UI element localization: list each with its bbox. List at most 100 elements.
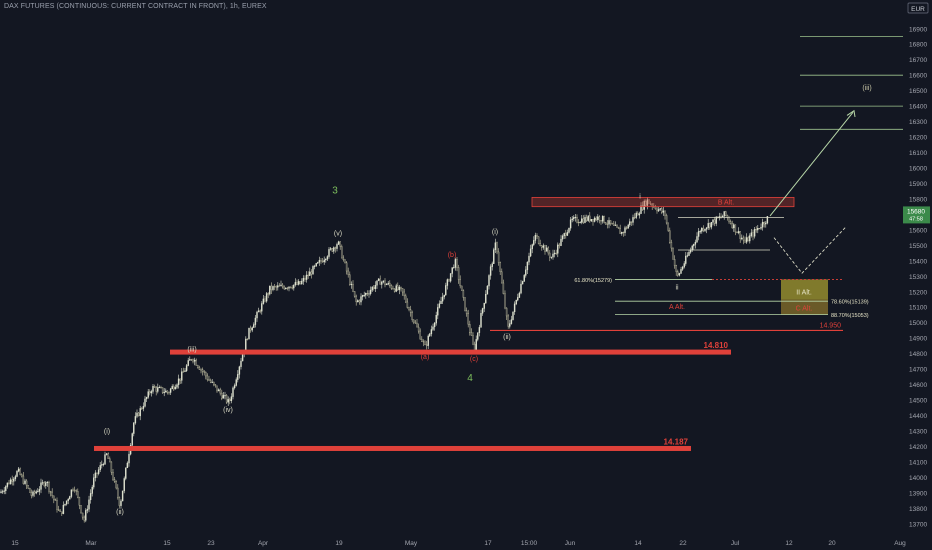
x-tick-label: 23 xyxy=(207,540,215,547)
candle xyxy=(49,490,52,497)
candle xyxy=(635,211,637,220)
candle-body xyxy=(61,511,63,514)
candle-body xyxy=(297,281,300,285)
candle xyxy=(376,280,378,289)
y-tick-label: 16900 xyxy=(909,26,927,33)
candle xyxy=(285,287,287,290)
candle-body xyxy=(560,238,562,246)
candle-body xyxy=(21,474,23,477)
candle-body xyxy=(22,475,25,484)
candle xyxy=(680,266,682,274)
candle-body xyxy=(365,293,367,296)
candle-body xyxy=(227,399,229,403)
candle-body xyxy=(371,286,373,291)
candle xyxy=(440,296,442,304)
candle-body xyxy=(662,210,665,213)
candle xyxy=(510,315,513,325)
candle-body xyxy=(499,262,501,272)
candle xyxy=(477,332,479,342)
candle-body xyxy=(259,310,261,312)
candle xyxy=(411,310,413,323)
candle xyxy=(11,475,13,486)
candle xyxy=(608,217,610,229)
candle-body xyxy=(413,319,415,323)
candle-body xyxy=(334,247,337,249)
candle-body xyxy=(614,224,617,226)
y-tick-label: 14100 xyxy=(909,459,927,466)
candle-body xyxy=(288,286,290,289)
candle-body xyxy=(278,285,281,287)
y-tick-label: 14200 xyxy=(909,444,927,451)
candle xyxy=(233,383,236,390)
candle-body xyxy=(427,335,429,346)
candle-body xyxy=(53,495,55,500)
candle xyxy=(181,368,183,384)
candle-body xyxy=(211,381,213,383)
candle xyxy=(273,283,276,291)
candle xyxy=(579,221,581,224)
candle-body xyxy=(649,203,652,205)
candle xyxy=(237,370,239,383)
candle xyxy=(741,234,743,241)
candle-body xyxy=(568,227,570,233)
candle xyxy=(192,358,194,364)
candle xyxy=(478,324,481,337)
candle-body xyxy=(515,299,517,305)
candle-body xyxy=(331,248,333,252)
candle-body xyxy=(462,290,465,298)
candle-body xyxy=(310,271,313,275)
candle xyxy=(62,501,65,515)
candle xyxy=(126,461,129,469)
a-alt-label: A Alt. xyxy=(669,304,685,311)
candle-body xyxy=(669,230,671,243)
candle xyxy=(515,299,517,306)
support-line-14810 xyxy=(170,349,731,355)
candle-body xyxy=(294,282,297,286)
candle xyxy=(400,286,402,292)
candle-body xyxy=(549,252,551,258)
candle-body xyxy=(270,285,273,290)
y-tick-label: 14900 xyxy=(909,336,927,343)
candle xyxy=(165,388,167,393)
candle xyxy=(667,222,669,233)
candle xyxy=(179,378,181,384)
candle xyxy=(389,280,391,288)
candle xyxy=(491,261,493,271)
candle-body xyxy=(616,224,618,228)
candle xyxy=(272,285,274,292)
last-price-badge xyxy=(903,206,930,224)
candle-body xyxy=(171,386,173,390)
y-tick-label: 16200 xyxy=(909,135,927,142)
candle xyxy=(253,322,255,328)
y-tick-label: 16700 xyxy=(909,57,927,64)
x-tick-label: 20 xyxy=(828,540,836,547)
candle-body xyxy=(357,300,359,303)
candle-body xyxy=(173,386,175,390)
candle-body xyxy=(70,489,73,497)
candle-body xyxy=(678,273,681,276)
candle xyxy=(177,374,180,389)
candle-body xyxy=(77,491,79,498)
candle xyxy=(360,293,362,306)
candle xyxy=(523,273,525,282)
candle xyxy=(704,228,706,233)
candle xyxy=(139,405,141,421)
candle xyxy=(739,231,741,243)
candle-body xyxy=(73,489,76,491)
candle xyxy=(552,249,554,260)
candle xyxy=(246,338,249,341)
candle xyxy=(464,297,466,312)
candle xyxy=(497,248,500,266)
x-tick-label: Mar xyxy=(85,540,97,547)
candle xyxy=(27,485,29,490)
candle-body xyxy=(46,482,49,484)
candle-body xyxy=(97,469,100,474)
candle-body xyxy=(283,286,285,290)
candle-body xyxy=(145,397,148,400)
candle xyxy=(392,285,394,290)
candle-body xyxy=(112,472,114,480)
candle-body xyxy=(433,322,436,328)
candle xyxy=(520,279,522,295)
candle xyxy=(616,224,618,228)
